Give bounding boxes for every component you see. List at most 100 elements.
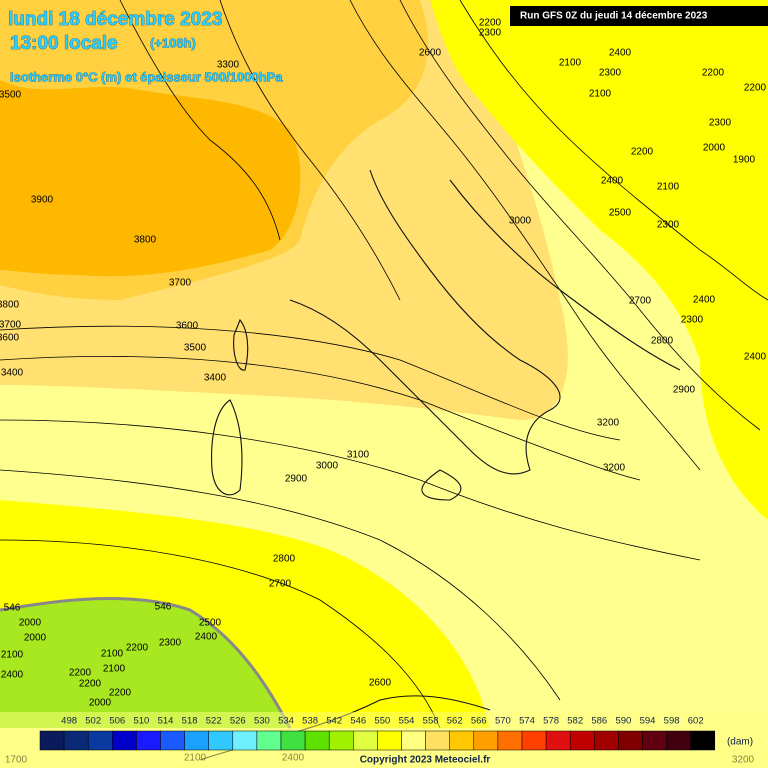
map-field: Isotherme 0°C (m) et épaisseur 500/1000h… [10, 69, 283, 84]
contour-label: 2400 [601, 176, 624, 187]
legend-swatch [208, 730, 234, 751]
contour-label: 3000 [316, 461, 339, 472]
contour-label: 3900 [31, 195, 54, 206]
legend-swatch [618, 730, 643, 751]
contour-label: 2100 [559, 58, 582, 69]
legend-swatch [449, 730, 475, 751]
legend-label: 522 [206, 716, 222, 727]
contour-label: 2200 [126, 643, 149, 654]
contour-label: 2800 [273, 554, 296, 565]
legend-swatch [666, 730, 691, 751]
contour-label: 2400 [195, 632, 218, 643]
legend-swatch [280, 730, 306, 751]
legend-label: 558 [423, 716, 439, 727]
contour-label: 2300 [657, 220, 680, 231]
contour-label: 2300 [159, 638, 182, 649]
contour-label: 2100 [101, 649, 124, 660]
contour-label: 2600 [369, 678, 392, 689]
legend-swatch [256, 730, 282, 751]
contour-label: 2000 [89, 698, 112, 709]
legend-label: 594 [640, 716, 656, 727]
contour-label: 2200 [744, 83, 767, 94]
contour-label: 2200 [702, 68, 725, 79]
contour-label: 3500 [184, 343, 207, 354]
legend-swatch [377, 730, 402, 751]
legend-swatch [304, 730, 330, 751]
contour-label: 2700 [629, 296, 652, 307]
legend-label: 546 [350, 716, 366, 727]
contour-label: 2100 [589, 89, 612, 100]
contour-label: 2000 [24, 633, 47, 644]
contour-label: 2400 [1, 670, 24, 681]
contour-label: 3200 [603, 463, 626, 474]
contour-label: 2200 [69, 668, 92, 679]
contour-label: 3600 [0, 333, 20, 344]
legend-label: 578 [543, 716, 559, 727]
legend-swatch [545, 730, 571, 751]
contour-label: 3600 [176, 321, 199, 332]
legend-label: 598 [664, 716, 680, 727]
legend-swatch [232, 730, 258, 751]
contour-label: 2000 [19, 618, 42, 629]
contour-label: 546 [4, 603, 21, 614]
contour-label: 3200 [597, 418, 620, 429]
legend-label: 518 [182, 716, 198, 727]
legend-swatch [160, 730, 185, 751]
legend-label: 534 [278, 716, 294, 727]
legend-label: 538 [302, 716, 318, 727]
legend-swatch [184, 730, 209, 751]
legend-swatch [328, 730, 354, 751]
contour-label: 2900 [673, 385, 696, 396]
legend-swatch [39, 730, 65, 751]
legend-unit: (dam) [727, 737, 753, 748]
contour-label: 2300 [599, 68, 622, 79]
contour-label: 1900 [733, 155, 756, 166]
legend-label: 566 [471, 716, 487, 727]
contour-label: 3800 [134, 235, 157, 246]
legend-swatch [87, 730, 113, 751]
legend-swatch [353, 730, 378, 751]
run-info: Run GFS 0Z du jeudi 14 décembre 2023 [520, 11, 708, 22]
map-date: lundi 18 décembre 2023 [8, 9, 222, 30]
legend-swatch [521, 730, 547, 751]
contour-label: 3700 [0, 320, 22, 331]
legend-label: 602 [688, 716, 704, 727]
contour-label: 2500 [609, 208, 632, 219]
legend-label: 498 [61, 716, 77, 727]
contour-label: 2300 [709, 118, 732, 129]
map-lead: (+108h) [150, 35, 196, 50]
legend-swatch [690, 730, 716, 751]
contour-label: 2400 [693, 295, 716, 306]
legend-label: 526 [230, 716, 246, 727]
contour-label: 3400 [204, 373, 227, 384]
legend-label: 514 [158, 716, 174, 727]
contour-label: 2800 [651, 336, 674, 347]
thickness-546-line [0, 596, 292, 729]
legend-label: 550 [374, 716, 390, 727]
legend-swatch [401, 730, 426, 751]
contour-label: 2200 [631, 147, 654, 158]
legend-swatch [594, 730, 619, 751]
legend-label: 542 [326, 716, 342, 727]
copyright: Copyright 2023 Meteociel.fr [360, 755, 491, 766]
legend-label: 586 [591, 716, 607, 727]
legend-swatch [497, 730, 523, 751]
contour-label: 2000 [703, 143, 726, 154]
legend-swatch [425, 730, 450, 751]
contour-label: 2500 [199, 618, 222, 629]
contour-label: 3100 [347, 450, 370, 461]
contour-label: 3300 [217, 60, 240, 71]
contour-label: 546 [155, 602, 172, 613]
legend-swatch [63, 730, 89, 751]
run-box [510, 6, 768, 26]
contours [0, 0, 768, 729]
contour-label: 2900 [285, 474, 308, 485]
legend-swatch [473, 730, 499, 751]
legend-swatch [569, 730, 595, 751]
contour-label: 2700 [269, 579, 292, 590]
contour-label: 3700 [169, 278, 192, 289]
contour-label: 2600 [419, 48, 442, 59]
legend-label: 510 [133, 716, 149, 727]
contour-label: 2100 [1, 650, 24, 661]
legend-swatch [136, 730, 161, 751]
